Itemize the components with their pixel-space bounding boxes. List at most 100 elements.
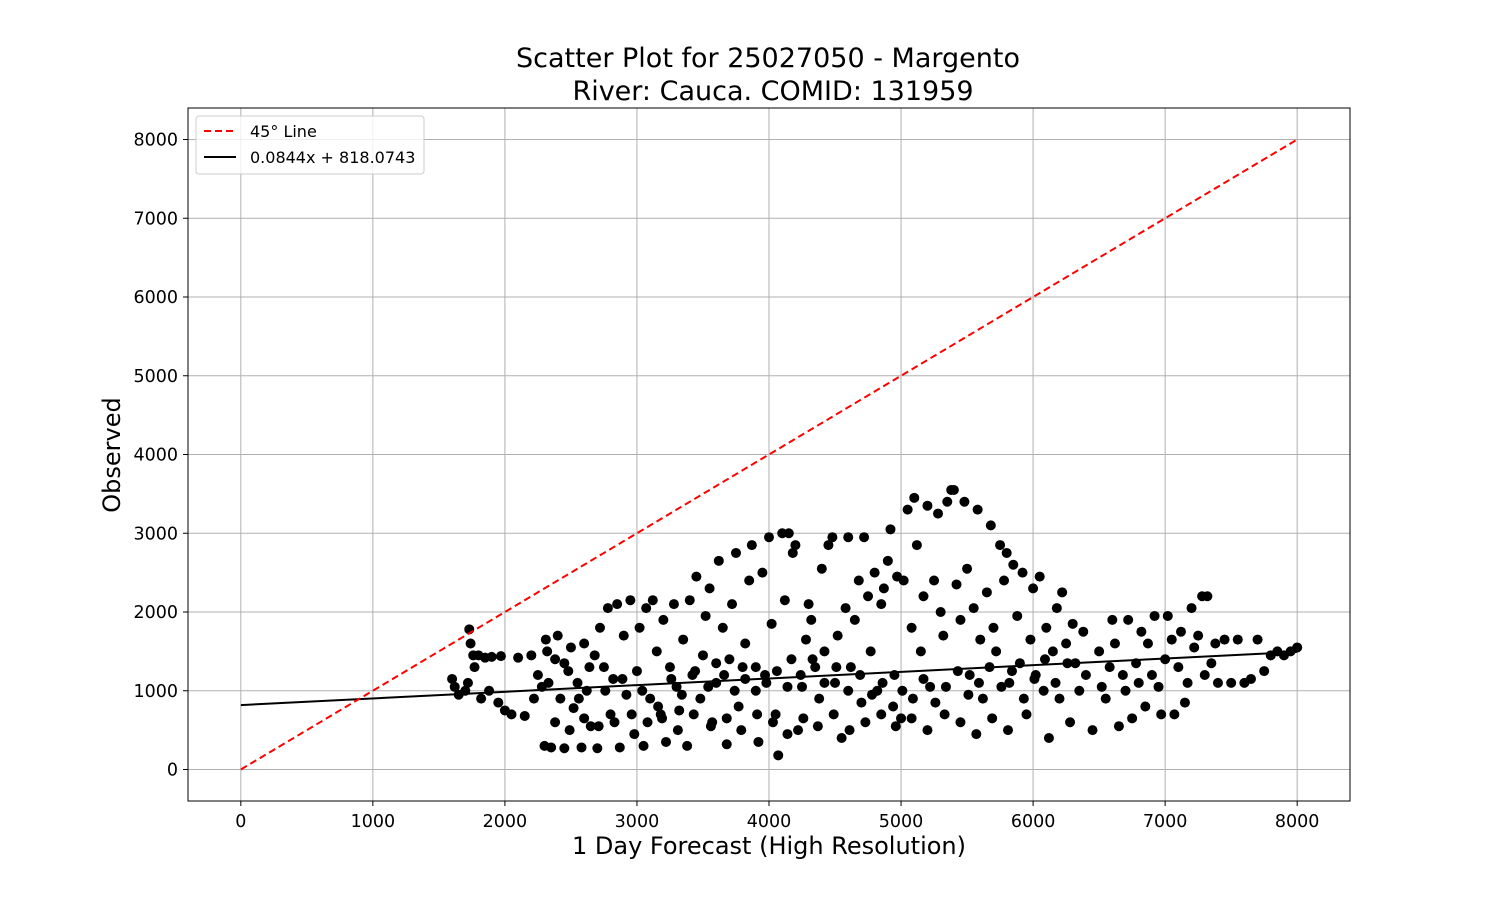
scatter-point	[885, 524, 896, 535]
scatter-point	[713, 555, 724, 566]
scatter-point	[1189, 642, 1200, 653]
scatter-point	[647, 595, 658, 606]
x-tick-label: 0	[235, 812, 246, 832]
scatter-point	[703, 681, 714, 692]
scatter-point	[592, 743, 603, 754]
scatter-point	[925, 681, 936, 692]
scatter-point	[933, 508, 944, 519]
scatter-point	[513, 652, 524, 663]
scatter-point	[1109, 638, 1120, 649]
scatter-point	[668, 599, 679, 610]
scatter-point	[1136, 626, 1147, 637]
scatter-point	[971, 729, 982, 740]
scatter-point	[559, 658, 570, 669]
scatter-point	[902, 504, 913, 515]
x-tick-label: 3000	[615, 812, 660, 832]
x-tick-label: 5000	[879, 812, 924, 832]
scatter-point	[1252, 634, 1263, 645]
scatter-point	[721, 713, 732, 724]
scatter-point	[447, 673, 458, 684]
scatter-point	[1050, 677, 1061, 688]
scatter-point	[579, 713, 590, 724]
scatter-point	[836, 733, 847, 743]
scatter-point	[589, 650, 600, 661]
x-tick-label: 2000	[483, 812, 528, 832]
chart-title: Scatter Plot for 25027050 - Margento	[516, 43, 1020, 74]
scatter-point	[853, 575, 864, 586]
scatter-point	[840, 603, 851, 614]
scatter-point	[550, 654, 561, 665]
scatter-point	[996, 681, 1007, 692]
scatter-point	[844, 725, 855, 736]
scatter-point	[657, 713, 668, 724]
scatter-point	[711, 658, 722, 669]
scatter-point	[700, 610, 711, 621]
scatter-point	[929, 575, 940, 586]
scatter-point	[690, 666, 701, 677]
scatter-point	[585, 721, 596, 732]
scatter-point	[972, 504, 983, 515]
scatter-point	[637, 685, 648, 696]
scatter-point	[724, 654, 735, 665]
scatter-point	[773, 750, 784, 761]
scatter-point	[564, 725, 575, 736]
scatter-point	[1232, 634, 1243, 645]
scatter-point	[757, 567, 768, 578]
scatter-point	[678, 634, 689, 645]
scatter-point	[1004, 677, 1015, 688]
scatter-point	[1133, 677, 1144, 688]
scatter-point	[1146, 670, 1157, 680]
legend-label-fit-line: 0.0844x + 818.0743	[250, 148, 415, 167]
scatter-point	[688, 709, 699, 720]
scatter-point	[1001, 547, 1012, 558]
scatter-point	[563, 666, 574, 677]
x-tick-label: 1000	[351, 812, 396, 832]
y-tick-label: 2000	[133, 603, 178, 623]
scatter-point	[898, 575, 909, 586]
x-axis-label: 1 Day Forecast (High Resolution)	[572, 832, 966, 860]
scatter-point	[1008, 559, 1019, 570]
scatter-point	[1087, 725, 1098, 736]
scatter-point	[1054, 693, 1065, 704]
scatter-point	[651, 646, 662, 657]
scatter-point	[782, 681, 793, 692]
scatter-point	[684, 595, 695, 606]
scatter-point	[779, 595, 790, 606]
scatter-point	[906, 622, 917, 633]
scatter-point	[1153, 681, 1164, 692]
scatter-point	[782, 729, 793, 740]
scatter-point	[767, 717, 778, 728]
scatter-point	[877, 677, 888, 688]
scatter-point	[963, 689, 974, 700]
scatter-point	[664, 662, 675, 673]
scatter-point	[1186, 603, 1197, 614]
scatter-point	[605, 709, 616, 720]
scatter-point	[1017, 567, 1028, 578]
scatter-point	[661, 736, 672, 747]
legend-box	[195, 115, 425, 175]
scatter-point	[540, 634, 551, 645]
scatter-point	[572, 677, 583, 688]
scatter-point	[797, 681, 808, 692]
scatter-point	[962, 563, 973, 574]
scatter-point	[999, 575, 1010, 586]
scatter-point	[705, 721, 716, 732]
scatter-point	[766, 618, 777, 629]
scatter-point	[859, 532, 870, 543]
scatter-point	[897, 685, 908, 696]
scatter-point	[1012, 610, 1023, 621]
scatter-point	[939, 709, 950, 720]
scatter-point	[593, 721, 604, 732]
scatter-point	[764, 532, 774, 543]
scatter-point	[721, 739, 732, 750]
scatter-point	[849, 614, 860, 625]
y-tick-label: 4000	[133, 446, 178, 466]
scatter-point	[1043, 733, 1054, 743]
scatter-point	[832, 630, 843, 641]
scatter-point	[733, 701, 744, 712]
scatter-point	[876, 599, 887, 610]
scatter-point	[576, 742, 587, 753]
scatter-point	[783, 528, 794, 539]
